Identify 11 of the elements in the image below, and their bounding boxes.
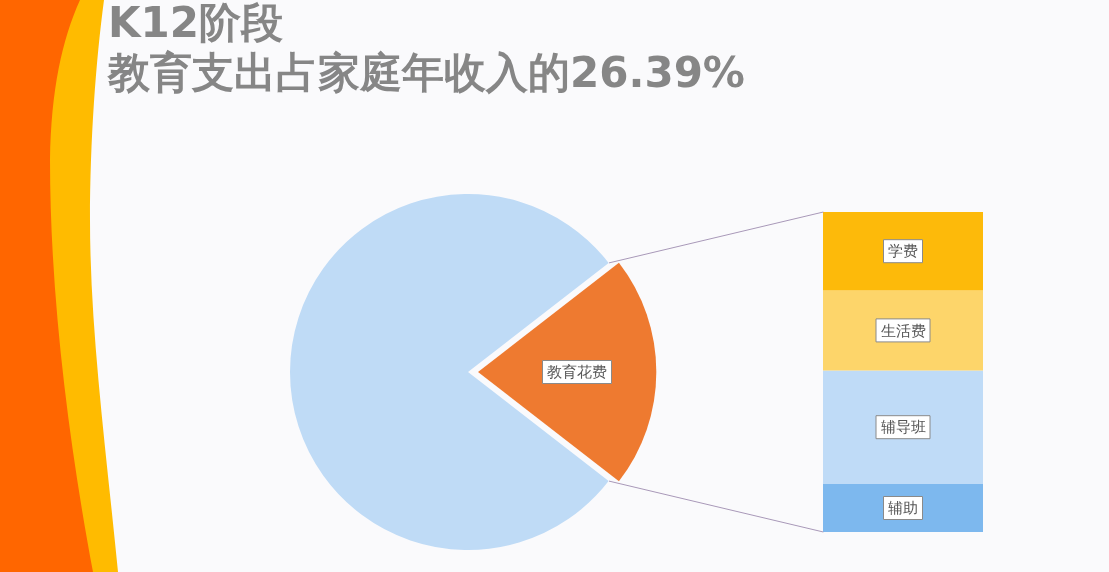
bar [823,370,983,484]
bar [823,484,983,532]
bar [823,290,983,371]
series-label: 生活费 [880,321,926,339]
series-label: 学费 [888,242,918,260]
series-label: 辅助 [888,499,918,517]
slice-label: 教育花费 [547,363,607,381]
chart-subtitle: 教育支出占家庭年收入的26.39% [108,48,745,97]
bar [823,212,983,291]
series-label: 辅导班 [880,418,926,436]
chart-title: K12阶段 [108,0,283,47]
